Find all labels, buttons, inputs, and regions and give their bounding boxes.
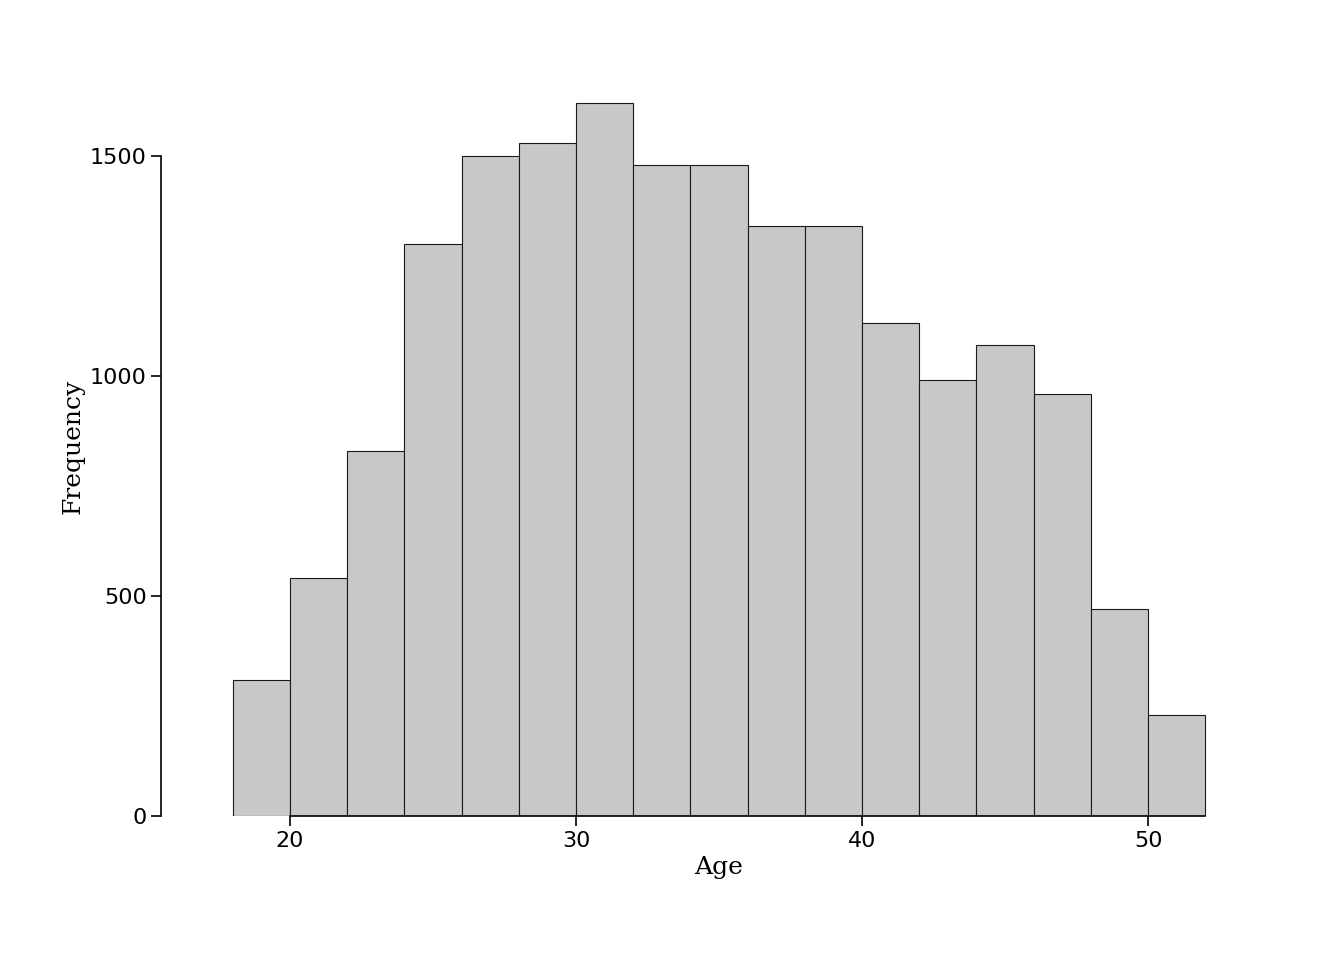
Bar — [919, 380, 977, 816]
Bar — [1148, 715, 1206, 816]
Bar — [290, 578, 347, 816]
Bar — [577, 103, 633, 816]
Bar — [862, 324, 919, 816]
Bar — [347, 451, 405, 816]
Bar — [1091, 610, 1148, 816]
Bar — [747, 227, 805, 816]
Bar — [233, 680, 290, 816]
Bar — [805, 227, 862, 816]
Bar — [1034, 394, 1091, 816]
Bar — [633, 165, 691, 816]
Bar — [405, 244, 461, 816]
Bar — [977, 346, 1034, 816]
Y-axis label: Frequency: Frequency — [62, 379, 85, 514]
Bar — [519, 143, 577, 816]
Bar — [691, 165, 747, 816]
Bar — [461, 156, 519, 816]
X-axis label: Age: Age — [695, 856, 743, 879]
